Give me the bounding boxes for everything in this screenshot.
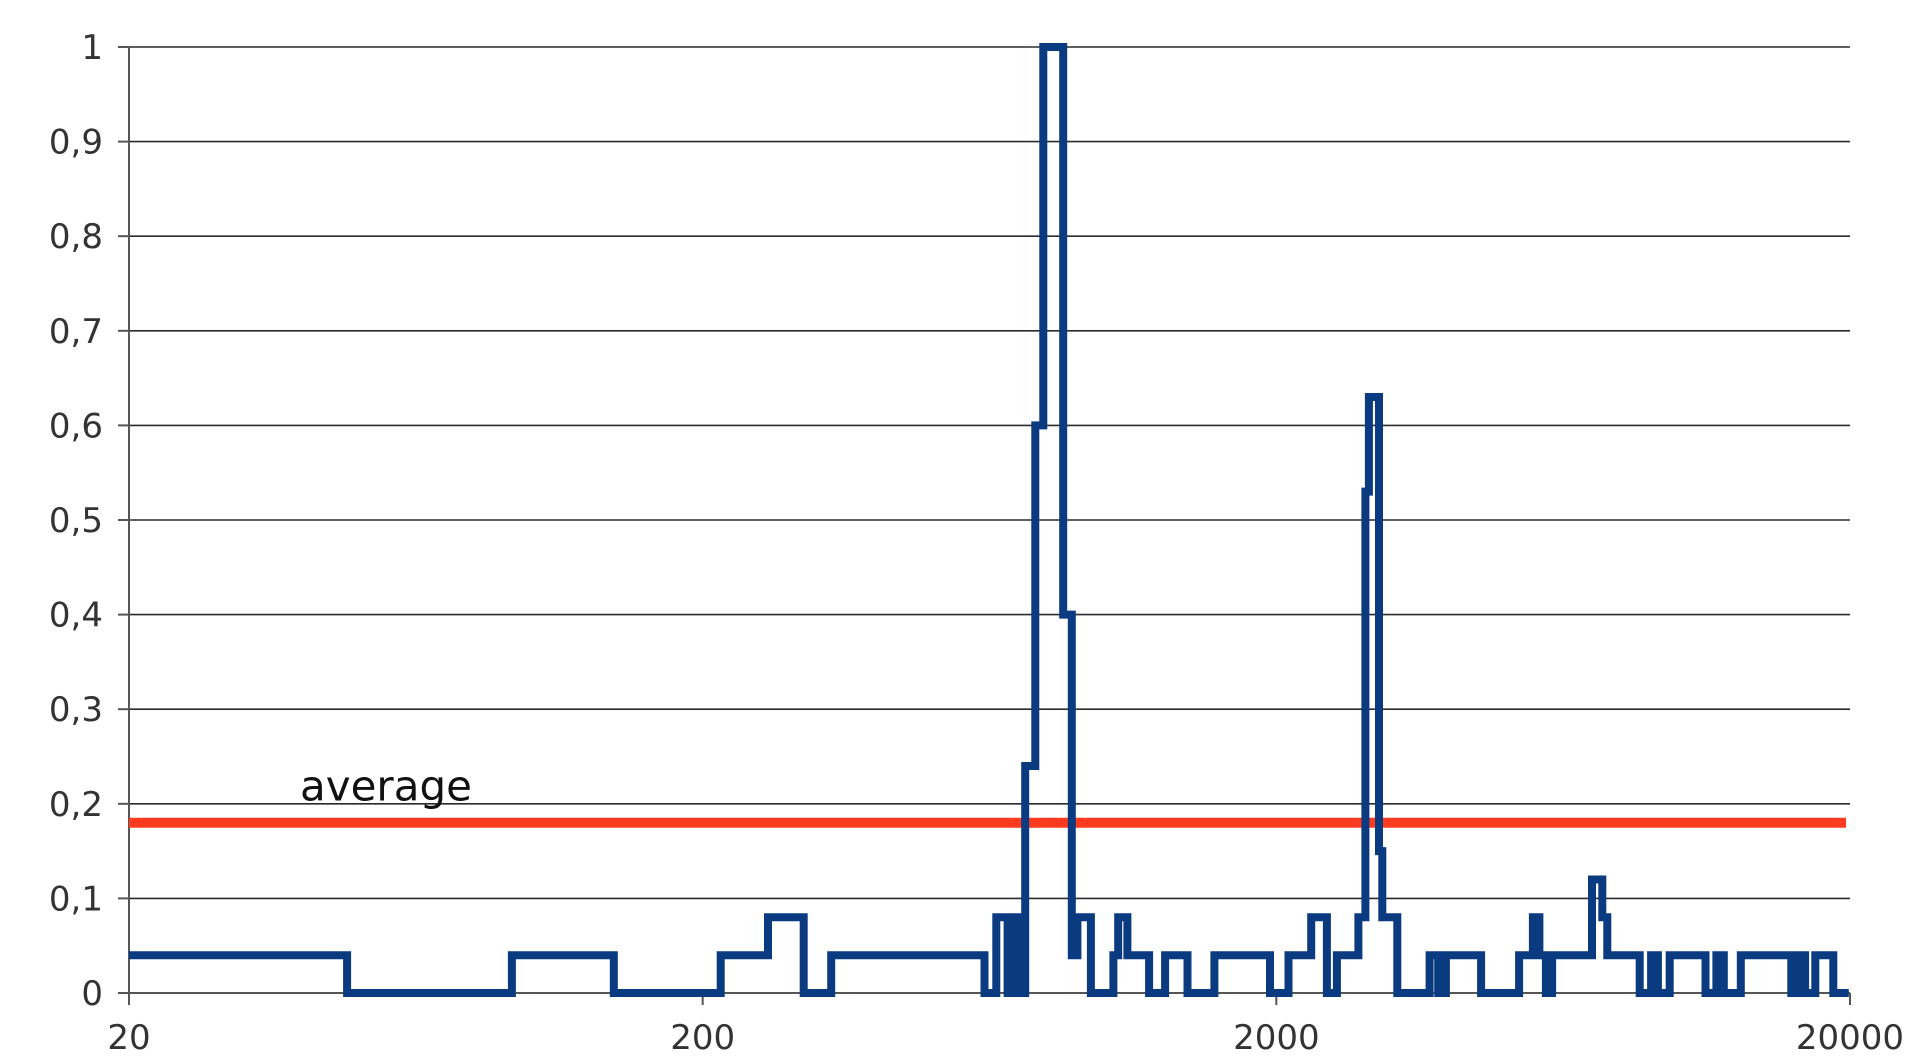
series-line (129, 43, 1849, 997)
y-tick-label: 0,3 (49, 690, 103, 730)
y-tick-label: 0,2 (49, 785, 103, 825)
x-tick-label: 200 (670, 1018, 735, 1054)
y-tick-label: 0,8 (49, 217, 103, 257)
x-tick-label: 2000 (1233, 1018, 1320, 1054)
x-tick-label: 20 (107, 1018, 150, 1054)
y-tick-label: 0,4 (49, 596, 103, 636)
y-tick-label: 0 (81, 974, 103, 1014)
y-tick-label: 0,1 (49, 879, 103, 919)
y-tick-label: 0,5 (49, 501, 103, 541)
y-tick-label: 0,6 (49, 406, 103, 446)
y-tick-label: 1 (81, 28, 103, 68)
y-tick-label: 0,9 (49, 123, 103, 163)
x-tick-label: 20000 (1796, 1018, 1904, 1054)
average-label: average (300, 762, 472, 811)
y-tick-label: 0,7 (49, 312, 103, 352)
